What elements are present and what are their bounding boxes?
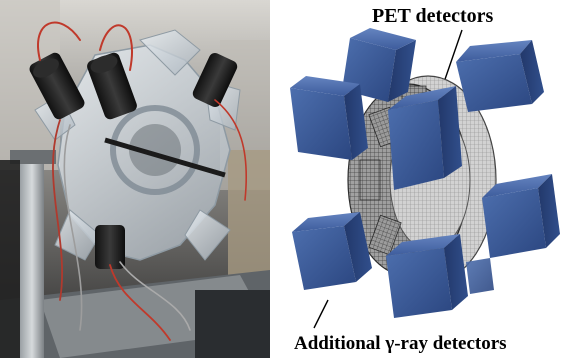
gamma-detector-center [388, 86, 462, 190]
photomultiplier-tubes [29, 52, 238, 269]
gamma-detector-top-right [456, 40, 544, 112]
gamma-detector-bottom-left [292, 212, 372, 290]
gamma-detector-bottom-right [466, 258, 494, 294]
aluminium-post [20, 155, 44, 358]
acrylic-holder [34, 29, 241, 261]
prototype-photo [0, 0, 270, 358]
prototype-photo-art [0, 0, 270, 358]
pet-pointer-line [441, 29, 463, 89]
stage-block [195, 290, 270, 358]
gamma-pointer-line [313, 299, 329, 329]
pet-detectors-label: PET detectors [372, 5, 494, 27]
cardboard-box [228, 150, 270, 280]
additional-gamma-detectors-label: Additional γ-ray detectors [294, 333, 507, 354]
detector-schematic-art [290, 28, 560, 329]
detector-schematic [270, 0, 562, 358]
gamma-detector-bottom-center [386, 234, 468, 318]
cables [37, 21, 248, 341]
gamma-detectors [290, 28, 560, 318]
gamma-detector-mid-left [290, 76, 368, 160]
sample-rod [104, 137, 226, 178]
gamma-detector-right [482, 174, 560, 258]
